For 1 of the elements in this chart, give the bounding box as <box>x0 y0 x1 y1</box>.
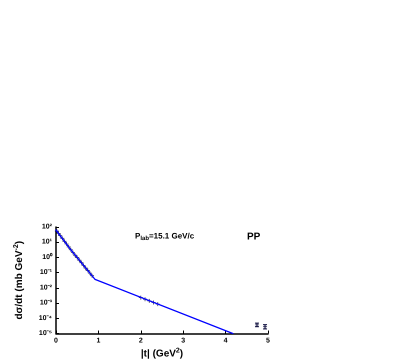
annotation: PP <box>247 232 261 242</box>
